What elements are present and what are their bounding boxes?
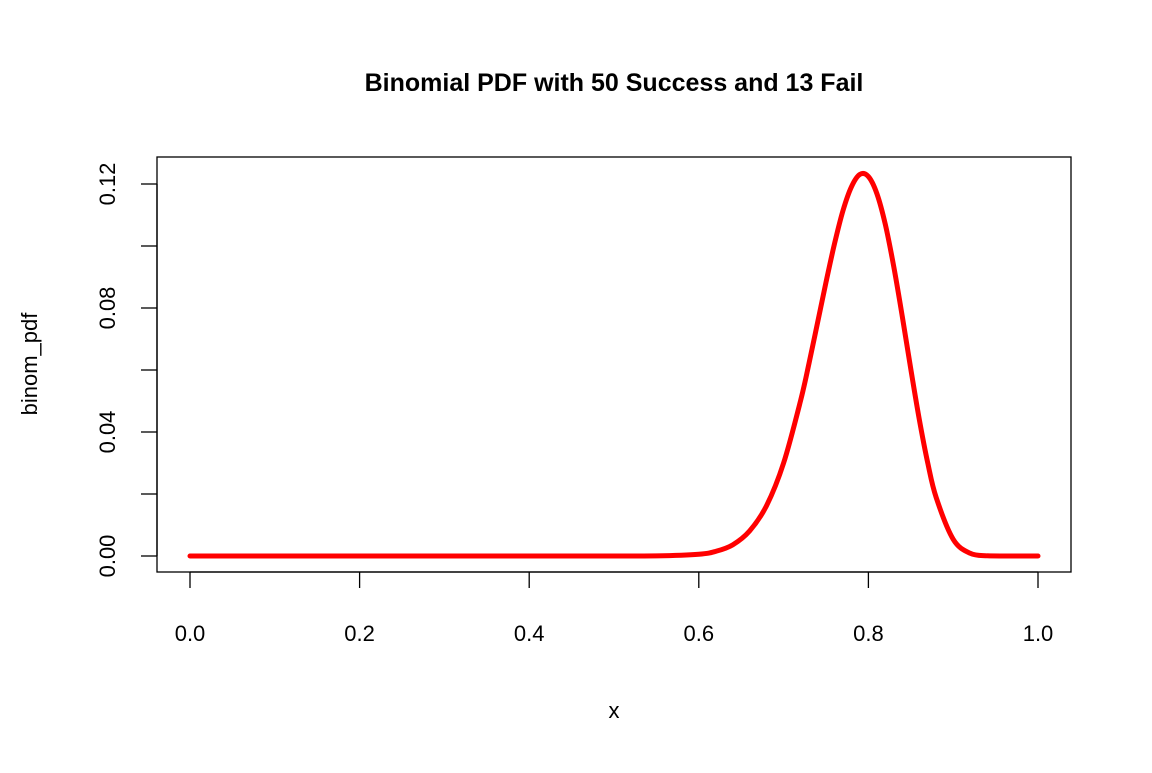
- x-tick-label: 0.4: [514, 621, 545, 646]
- y-tick-label: 0.12: [95, 163, 120, 206]
- x-tick-label: 0.8: [853, 621, 884, 646]
- x-tick-label: 0.6: [684, 621, 715, 646]
- y-axis: 0.00 0.04 0.08 0.12: [95, 163, 158, 578]
- x-axis: 0.0 0.2 0.4 0.6 0.8 1.0: [175, 571, 1054, 646]
- x-tick-label: 1.0: [1023, 621, 1054, 646]
- x-tick-label: 0.0: [175, 621, 206, 646]
- y-tick-label: 0.00: [95, 535, 120, 578]
- y-tick-label: 0.08: [95, 287, 120, 330]
- y-tick-label: 0.04: [95, 411, 120, 454]
- y-axis-label: binom_pdf: [17, 312, 42, 416]
- chart-title: Binomial PDF with 50 Success and 13 Fail: [365, 69, 864, 97]
- plot-box: [156, 156, 1072, 573]
- series-line: [187, 170, 1041, 559]
- x-tick-label: 0.2: [344, 621, 375, 646]
- x-axis-label: x: [609, 698, 620, 723]
